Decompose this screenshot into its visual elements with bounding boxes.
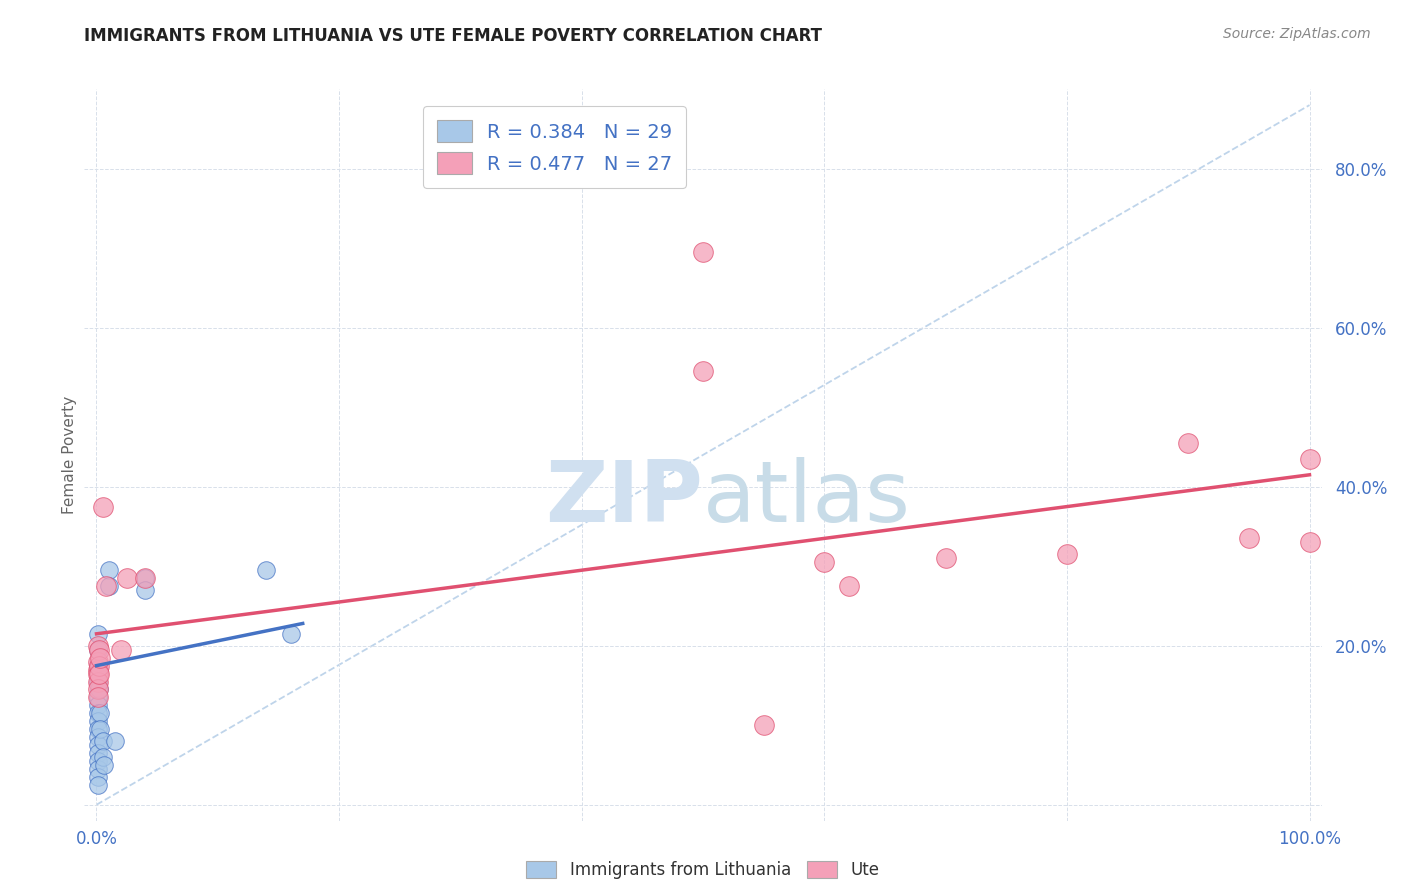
Point (1298, 451, 1320, 466)
Point (97, 563, 120, 577)
Point (86, 770, 108, 784)
Point (86, 674, 108, 689)
Point (134, 583, 156, 598)
Point (86, 754, 108, 768)
Point (692, 245, 714, 260)
Text: IMMIGRANTS FROM LITHUANIA VS UTE FEMALE POVERTY CORRELATION CHART: IMMIGRANTS FROM LITHUANIA VS UTE FEMALE … (84, 27, 823, 45)
Point (91, 734, 114, 748)
Point (86, 663, 108, 677)
Point (86, 738, 108, 752)
Text: atlas: atlas (703, 458, 911, 541)
Point (86, 666, 108, 681)
Point (1177, 436, 1199, 450)
Point (935, 551, 957, 566)
Point (1056, 547, 1078, 561)
Point (1298, 535, 1320, 549)
Point (134, 571, 156, 585)
Point (752, 718, 775, 732)
Point (1237, 532, 1260, 546)
Point (86, 706, 108, 721)
Point (86, 690, 108, 705)
Point (813, 555, 835, 569)
Point (86, 698, 108, 713)
Legend: Immigrants from Lithuania, Ute: Immigrants from Lithuania, Ute (520, 854, 886, 886)
Point (86, 730, 108, 744)
Point (86, 762, 108, 776)
Point (254, 563, 277, 577)
Point (86, 627, 108, 641)
Point (86, 746, 108, 760)
Point (91, 500, 114, 514)
Point (89, 706, 111, 721)
Text: ZIP: ZIP (546, 458, 703, 541)
Point (838, 579, 860, 593)
Point (96, 579, 118, 593)
Point (86, 655, 108, 669)
Point (86, 714, 108, 729)
Point (93, 758, 115, 772)
Point (89, 650, 111, 665)
Point (86, 778, 108, 792)
Point (104, 734, 127, 748)
Point (87, 682, 110, 697)
Point (91, 750, 114, 764)
Point (86, 642, 108, 657)
Point (86, 682, 108, 697)
Point (97, 579, 120, 593)
Point (110, 642, 132, 657)
Point (87, 642, 110, 657)
Point (115, 571, 138, 585)
Point (87, 666, 110, 681)
Point (280, 627, 302, 641)
Point (86, 639, 108, 653)
Point (134, 571, 156, 585)
Y-axis label: Female Poverty: Female Poverty (62, 396, 77, 514)
Point (692, 364, 714, 378)
Point (86, 690, 108, 705)
Point (86, 658, 108, 673)
Text: Source: ZipAtlas.com: Source: ZipAtlas.com (1223, 27, 1371, 41)
Point (87, 658, 110, 673)
Point (86, 723, 108, 737)
Point (86, 674, 108, 689)
Point (89, 723, 111, 737)
